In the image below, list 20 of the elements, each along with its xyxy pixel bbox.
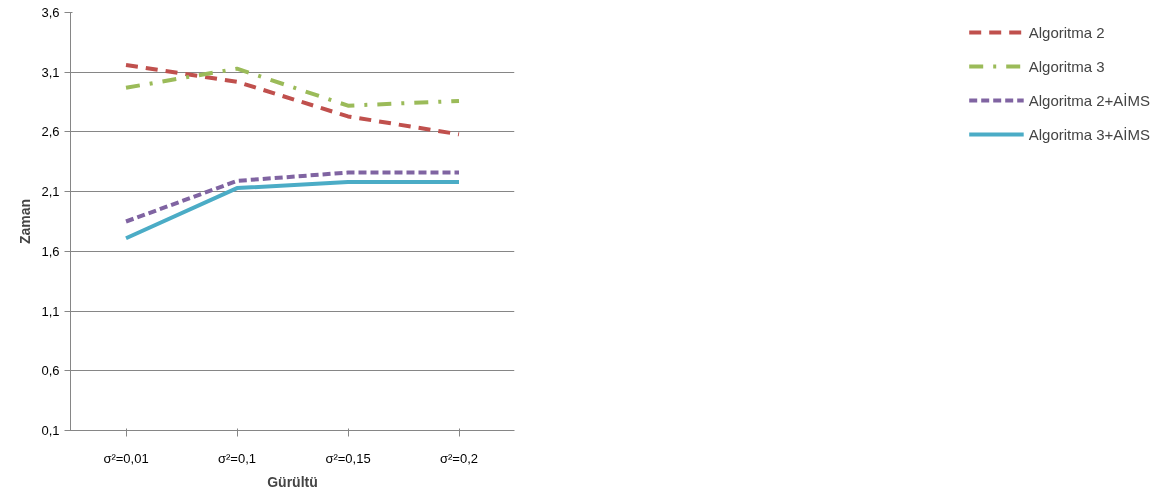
y-tick-label: 1,6 xyxy=(41,243,60,259)
line-series xyxy=(124,66,461,108)
x-tick-label: σ²=0,15 xyxy=(325,450,371,466)
y-tick-label: 3,1 xyxy=(41,64,60,80)
x-tick-label: σ²=0,01 xyxy=(103,450,149,466)
y-tick-label: 3,6 xyxy=(41,5,60,20)
legend-label: Algoritma 2 xyxy=(1028,23,1105,41)
y-tick-label: 2,6 xyxy=(41,124,60,140)
legend-label: Algoritma 2+AİMS xyxy=(1028,91,1150,109)
x-tick-label: σ²=0,1 xyxy=(217,450,257,466)
line-series xyxy=(124,63,461,137)
y-tick-label: 0,1 xyxy=(41,423,60,438)
x-tick-label: σ²=0,2 xyxy=(439,450,479,466)
x-axis-title: Gürültü xyxy=(267,473,318,490)
legend-label: Algoritma 3 xyxy=(1028,57,1105,75)
y-tick-label: 0,6 xyxy=(41,363,60,379)
y-axis-title: Zaman xyxy=(17,198,34,245)
y-tick-label: 2,1 xyxy=(41,184,60,200)
legend-label: Algoritma 3+AİMS xyxy=(1028,125,1150,143)
y-tick-label: 1,1 xyxy=(41,303,60,319)
